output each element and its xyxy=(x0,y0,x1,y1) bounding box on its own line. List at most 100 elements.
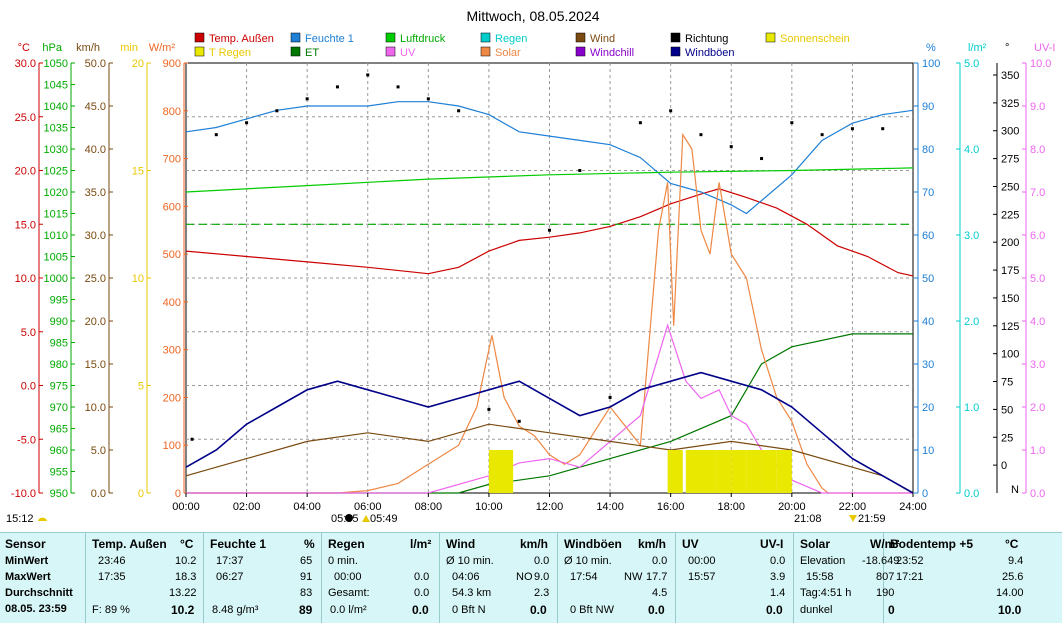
axis-tick-label-left: 975 xyxy=(50,381,68,393)
axis-tick-label-right: 90 xyxy=(922,101,934,113)
axis-tick-label-right: 50 xyxy=(1001,404,1013,416)
axis-tick-label-left: -5.0 xyxy=(17,434,36,446)
axis-tick-label-left: 900 xyxy=(163,58,181,70)
gust-title: Windböen xyxy=(564,537,622,551)
rain-panel: Regen l/m² 0 min. 00:00 0.0 Gesamt: 0.0 … xyxy=(328,537,434,619)
direction-point xyxy=(729,145,733,149)
x-tick-label: 24:00 xyxy=(899,501,927,513)
wind-current: 0.0 xyxy=(530,603,547,617)
temp-max-time: 17:35 xyxy=(98,571,126,583)
sensor-row-current: 08.05. 23:59 xyxy=(5,603,67,615)
humidity-panel: Feuchte 1 % 17:37 65 06:27 91 83 8.48 g/… xyxy=(210,537,316,619)
legend-label: ET xyxy=(305,47,319,59)
legend-swatch xyxy=(194,46,205,57)
temp-current: 10.2 xyxy=(171,603,195,617)
axis-tick-label-right: 1.0 xyxy=(964,402,979,414)
axis-tick-label-left: 955 xyxy=(50,467,68,479)
humidity-min-value: 65 xyxy=(300,555,313,567)
axis-tick-label-right: 3.0 xyxy=(1030,359,1045,371)
stats-footer: Sensor MinWert MaxWert Durchschnitt 08.0… xyxy=(0,532,1062,623)
direction-point xyxy=(850,127,854,131)
direction-point xyxy=(760,157,764,161)
sunshine-bar xyxy=(761,450,777,493)
axis-tick-label-left: 1020 xyxy=(44,187,68,199)
soil-unit: °C xyxy=(1005,537,1019,551)
axis-tick-label-left: 50.0 xyxy=(85,58,106,70)
legend-swatch xyxy=(480,32,491,43)
x-tick-label: 18:00 xyxy=(717,501,745,513)
axis-tick-label-left: 15.0 xyxy=(15,219,36,231)
axis-tick-label-right: 1.0 xyxy=(1030,445,1045,457)
legend-swatch xyxy=(575,46,586,57)
axis-unit-left: °C xyxy=(18,42,30,54)
direction-point xyxy=(548,228,551,232)
moonrise-time: 05:05 xyxy=(331,513,359,525)
chart-title: Mittwoch, 08.05.2024 xyxy=(466,8,599,24)
axis-tick-label-right: 8.0 xyxy=(1030,144,1045,156)
gust-current: 0.0 xyxy=(648,603,665,617)
humidity-min-time: 17:37 xyxy=(216,555,244,567)
humidity-unit: % xyxy=(304,537,315,551)
axis-tick-label-left: 965 xyxy=(50,424,68,436)
axis-tick-label-right: 80 xyxy=(922,144,934,156)
direction-point xyxy=(426,97,430,101)
temp-min-time: 23:46 xyxy=(98,555,126,567)
axis-tick-label-right: 0.0 xyxy=(964,488,979,500)
solar-elevation-label: Elevation xyxy=(800,555,846,567)
axis-unit-right: UV-I xyxy=(1034,42,1055,54)
direction-point xyxy=(820,133,824,137)
uv-max-time: 15:57 xyxy=(688,571,716,583)
axis-tick-label-left: 0 xyxy=(138,488,144,500)
axis-tick-label-left: 1030 xyxy=(44,144,68,156)
wind-title: Wind xyxy=(446,537,476,551)
axis-tick-label-left: 1015 xyxy=(44,209,68,221)
axis-tick-label-right: 7.0 xyxy=(1030,187,1045,199)
sunshine-bar xyxy=(776,450,792,493)
solar-unit: W/m² xyxy=(870,537,900,551)
axis-tick-label-left: 45.0 xyxy=(85,101,106,113)
rain-max-time: 00:00 xyxy=(334,571,362,583)
dusk-time: 21:59 xyxy=(858,513,886,525)
rain-current: 0.0 xyxy=(412,603,429,617)
legend-label: Luftdruck xyxy=(400,33,446,45)
humidity-current: 89 xyxy=(299,603,313,617)
sensor-row-avg: Durchschnitt xyxy=(5,587,73,599)
axis-tick-label-left: 1040 xyxy=(44,101,68,113)
axis-tick-label-left: 400 xyxy=(163,297,181,309)
direction-point xyxy=(457,109,461,113)
sunshine-bar xyxy=(731,450,747,493)
axis-tick-label-right: 5.0 xyxy=(1030,273,1045,285)
x-tick-label: 02:00 xyxy=(233,501,261,513)
temp-avg-value: 13.22 xyxy=(169,587,197,599)
axis-tick-label-left: 1035 xyxy=(44,123,68,135)
axis-tick-label-left: 0.0 xyxy=(21,381,36,393)
axis-tick-label-left: 10.0 xyxy=(15,273,36,285)
legend-swatch xyxy=(670,46,681,57)
legend: Temp. Außen Feuchte 1 Luftdruck Regen Wind Ri… xyxy=(194,32,850,59)
axis-tick-label-right: 225 xyxy=(1001,209,1019,221)
axis-tick-label-left: 800 xyxy=(163,106,181,118)
axis-tick-label-left: 950 xyxy=(50,488,68,500)
wind-panel: Wind km/h Ø 10 min. 0.0 04:06 NO 9.0 54.… xyxy=(446,537,552,619)
x-tick-label: 12:00 xyxy=(536,501,564,513)
x-tick-label: 20:00 xyxy=(778,501,806,513)
humidity-avg-value: 83 xyxy=(300,587,313,599)
humidity-title: Feuchte 1 xyxy=(210,537,267,551)
axes: °C 30.0 25.0 20.0 15.0 10.0 5.0 0.0 -5.0 -10.0 hPa… xyxy=(11,42,1055,500)
sensor-row-max: MaxWert xyxy=(5,571,51,583)
soil-current: 10.0 xyxy=(998,603,1022,617)
wind-avg-value: 2.3 xyxy=(534,587,550,599)
axis-tick-label-left: 990 xyxy=(50,316,68,328)
axis-tick-label-right: 250 xyxy=(1001,181,1019,193)
sunshine-bar xyxy=(700,450,717,493)
soil-max-time: 17:21 xyxy=(896,571,924,583)
gust-beaufort: 0 Bft NW xyxy=(570,604,615,616)
series-line xyxy=(185,167,914,193)
direction-point xyxy=(366,73,370,77)
legend-swatch xyxy=(765,32,776,43)
gust-max-dir: NW xyxy=(624,571,643,583)
axis-tick-label-right: 40 xyxy=(922,316,934,328)
axis-tick-label-left: 30.0 xyxy=(85,230,106,242)
wind-avg10-value: 0.0 xyxy=(534,555,550,567)
gust-max-value: 17.7 xyxy=(646,571,668,583)
